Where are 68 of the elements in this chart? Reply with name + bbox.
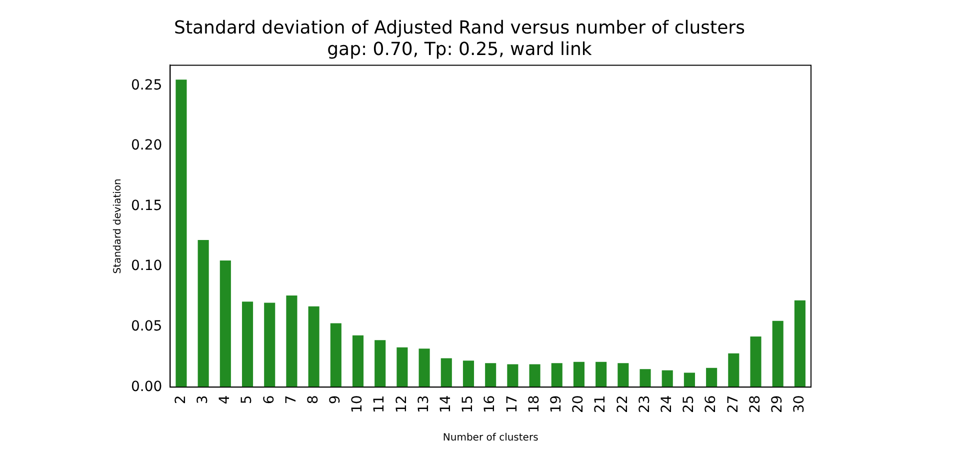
bar (286, 296, 298, 388)
chart-title: Standard deviation of Adjusted Rand versus number of clusters (174, 17, 745, 38)
bar (352, 335, 364, 388)
x-tick-label: 3 (194, 395, 211, 404)
bar (242, 302, 254, 388)
bar (440, 358, 452, 388)
x-tick-label: 7 (283, 395, 300, 404)
x-tick-label: 11 (372, 395, 388, 414)
bar (794, 300, 806, 388)
x-tick-label: 2 (172, 395, 189, 404)
x-tick-label: 8 (305, 395, 322, 404)
bar (264, 302, 276, 388)
x-tick-label: 18 (526, 395, 542, 414)
bar (485, 363, 496, 388)
bar (308, 306, 320, 388)
x-tick-label: 15 (460, 395, 476, 414)
bar (529, 364, 540, 388)
bar (396, 347, 408, 388)
y-tick-label: 0.05 (131, 318, 162, 335)
y-tick-label: 0.20 (131, 138, 162, 154)
bar (596, 362, 607, 388)
x-tick-label: 13 (416, 395, 432, 414)
y-tick-label: 0.15 (131, 198, 162, 214)
chart-subtitle: gap: 0.70, Tp: 0.25, ward link (327, 39, 592, 60)
x-tick-label: 26 (703, 395, 720, 414)
bar (330, 323, 342, 388)
x-tick-label: 25 (681, 395, 698, 414)
bar (198, 240, 209, 388)
x-tick-label: 30 (792, 395, 808, 414)
bar (418, 348, 430, 388)
y-axis-title: Standard deviation (112, 178, 124, 274)
x-tick-label: 29 (769, 395, 786, 414)
bar (618, 363, 629, 388)
bar (750, 336, 762, 388)
x-tick-label: 20 (570, 395, 587, 414)
y-tick-label: 0.00 (131, 378, 162, 395)
bar (462, 360, 474, 388)
bar (220, 260, 231, 388)
y-tick-label: 0.10 (131, 258, 162, 274)
bar (374, 340, 386, 388)
x-tick-label: 4 (217, 395, 234, 404)
x-tick-label: 27 (725, 395, 742, 414)
bar (706, 368, 718, 388)
x-tick-label: 5 (239, 395, 256, 404)
y-tick-label: 0.25 (131, 77, 162, 94)
x-tick-label: 23 (636, 395, 653, 414)
x-tick-label: 10 (350, 395, 366, 414)
x-tick-label: 28 (747, 395, 764, 414)
x-tick-label: 12 (394, 395, 410, 414)
bar (176, 80, 187, 388)
x-tick-label: 22 (614, 395, 631, 414)
bar (662, 370, 673, 388)
x-tick-label: 6 (261, 395, 278, 404)
x-tick-label: 19 (548, 395, 565, 414)
bar (728, 353, 740, 388)
x-tick-label: 24 (659, 395, 676, 414)
x-tick-label: 14 (438, 395, 454, 414)
bar (772, 320, 784, 388)
bar (640, 369, 651, 388)
bar (684, 372, 695, 388)
x-axis-title: Number of clusters (442, 432, 538, 444)
bar (551, 363, 562, 388)
bar (573, 362, 584, 388)
x-tick-label: 21 (592, 395, 609, 414)
x-tick-label: 17 (504, 395, 520, 414)
x-tick-label: 9 (328, 395, 344, 404)
x-tick-label: 16 (482, 395, 498, 414)
bar (507, 364, 518, 388)
